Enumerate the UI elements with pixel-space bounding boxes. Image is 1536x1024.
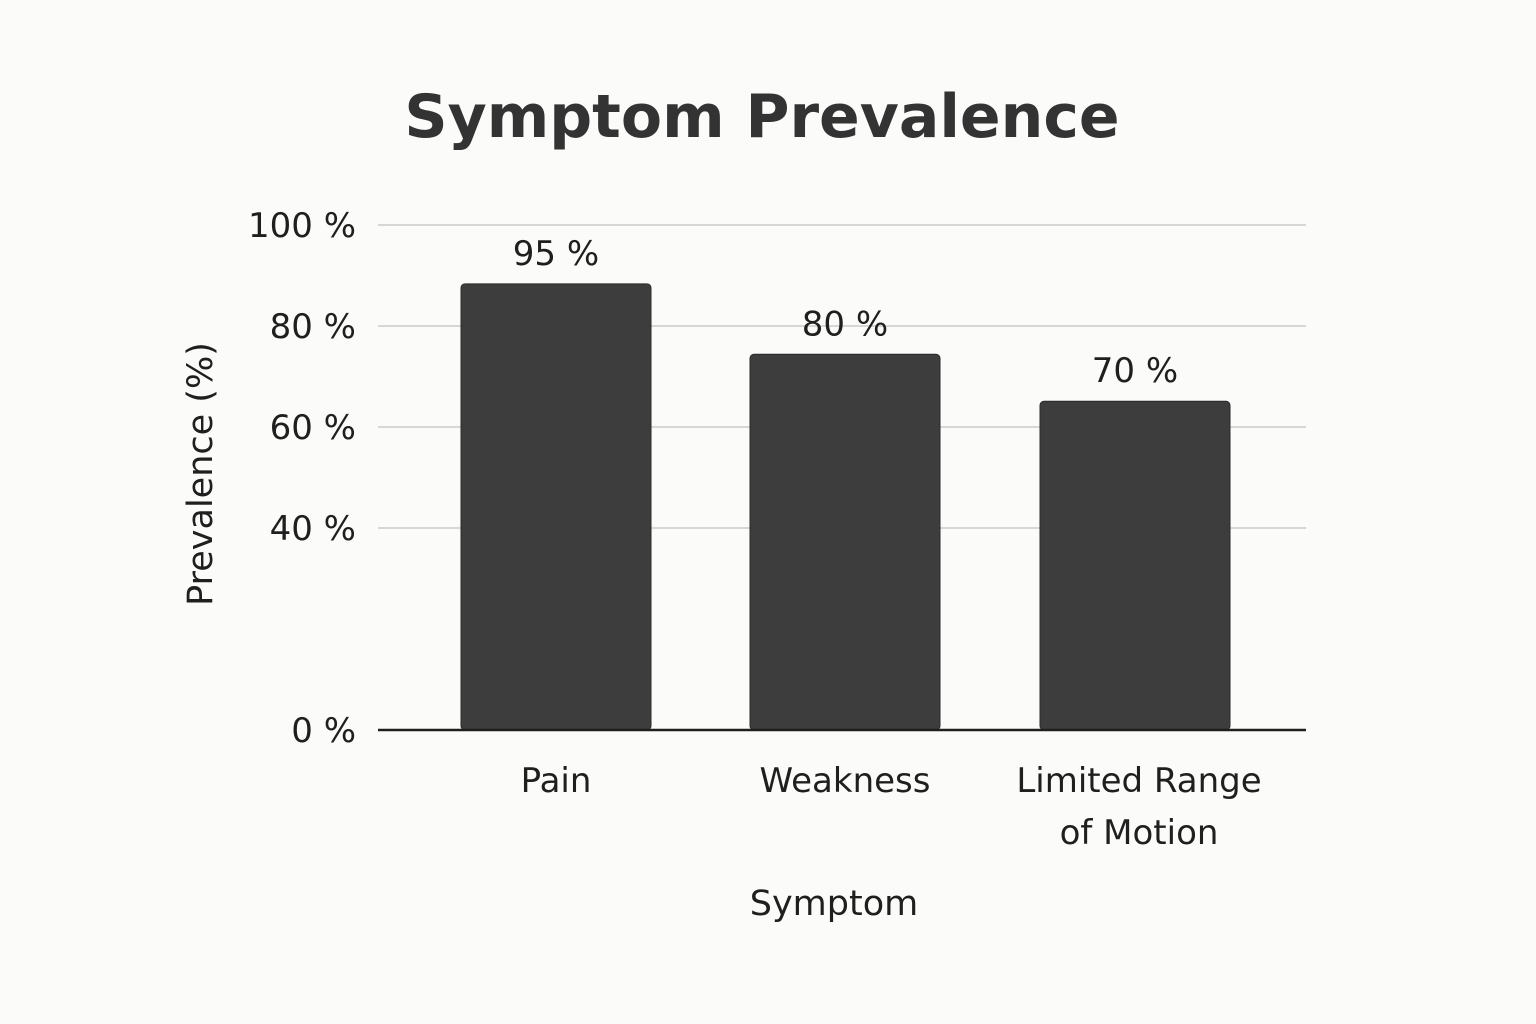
data-label: 70 %: [1092, 351, 1178, 391]
x-category-label: Pain: [521, 761, 592, 801]
y-tick-label: 40 %: [270, 509, 356, 549]
data-label: 95 %: [513, 234, 599, 274]
data-labels: 95 % 80 % 70 %: [513, 234, 1178, 391]
bar-limited-range-of-motion: [1039, 400, 1231, 731]
chart-title: Symptom Prevalence: [404, 82, 1119, 152]
x-category-label: Limited Range of Motion: [1016, 761, 1261, 853]
bar-pain: [460, 283, 652, 731]
y-tick-label: 80 %: [270, 307, 356, 347]
x-category-label: Weakness: [760, 761, 931, 801]
x-axis-categories: Pain Weakness Limited Range of Motion: [521, 761, 1262, 853]
y-tick-label: 0 %: [291, 711, 356, 751]
data-label: 80 %: [802, 304, 888, 344]
y-axis-label: Prevalence (%): [181, 342, 221, 606]
bar-weakness: [749, 353, 941, 731]
y-tick-label: 100 %: [248, 206, 356, 246]
y-tick-label: 60 %: [270, 408, 356, 448]
y-axis-ticks: 0 % 40 % 60 % 80 % 100 %: [248, 206, 356, 751]
x-axis-label: Symptom: [750, 884, 918, 924]
bars: [460, 283, 1231, 731]
